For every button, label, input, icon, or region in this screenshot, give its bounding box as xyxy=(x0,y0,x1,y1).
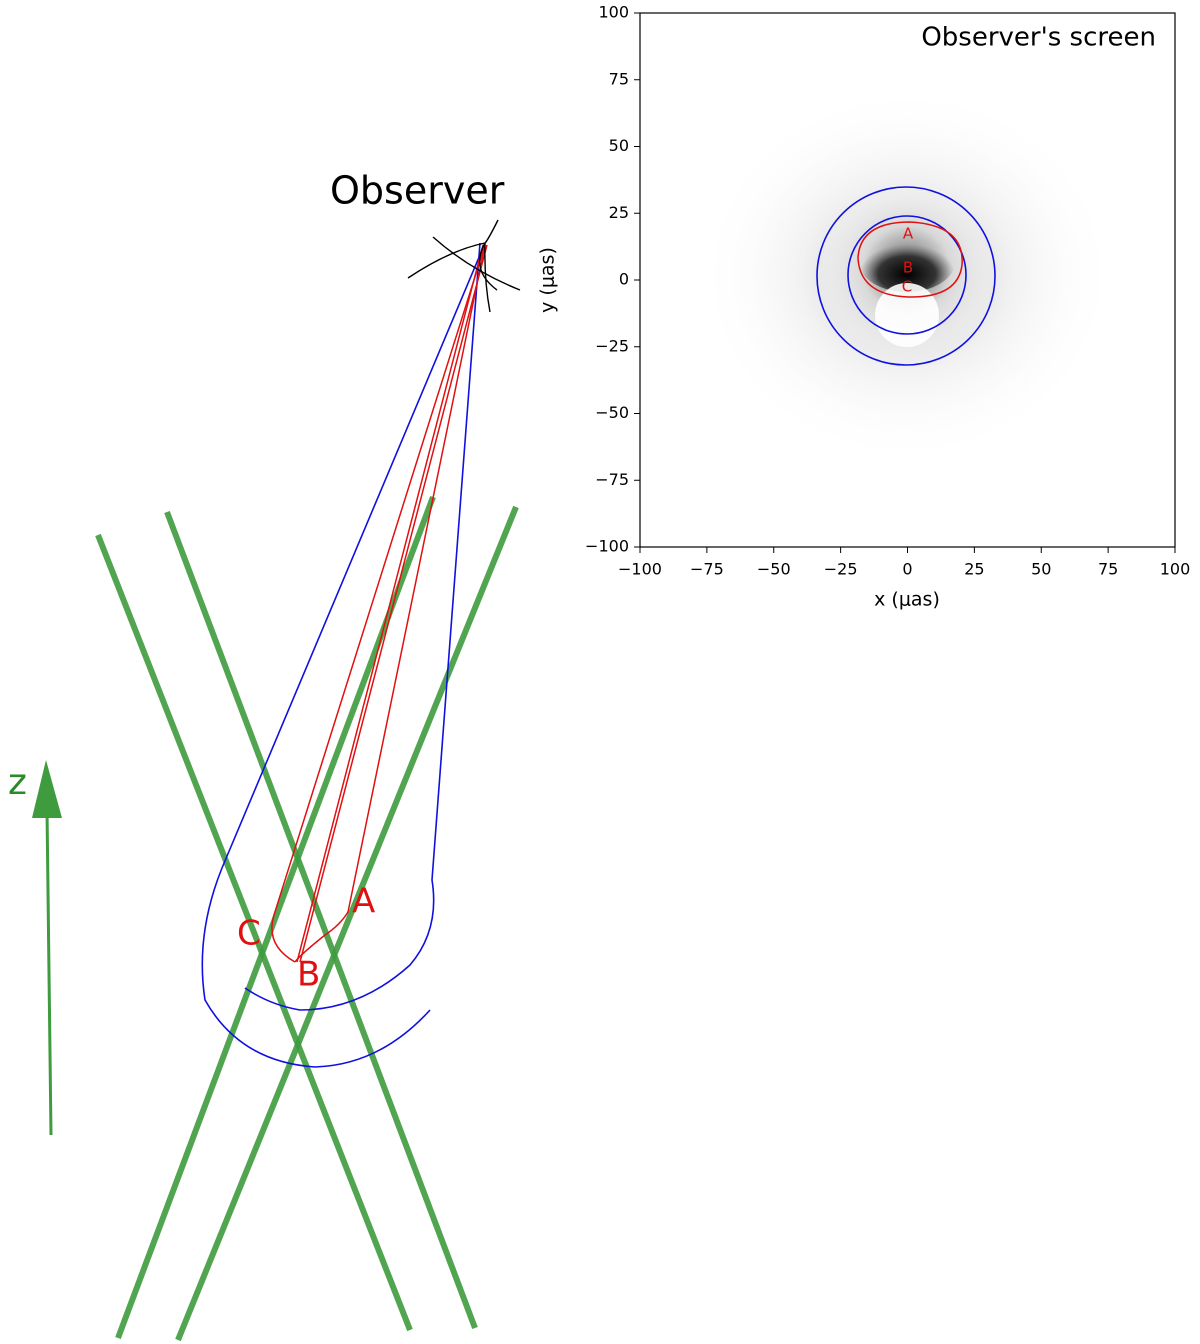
y-tick-label: −25 xyxy=(595,336,629,355)
y-tick-label: 25 xyxy=(609,203,629,222)
y-tick-label: 100 xyxy=(598,3,629,22)
chart-title: Observer's screen xyxy=(921,23,1156,53)
jet-line xyxy=(115,495,436,1340)
observer-eye xyxy=(407,219,521,313)
y-tick-label: 0 xyxy=(619,270,629,289)
y-tick-label: −100 xyxy=(585,537,629,556)
y-axis-label: y (μas) xyxy=(537,247,559,313)
screen-label: C xyxy=(902,278,912,296)
blue-ray xyxy=(244,242,481,1011)
blue-ray xyxy=(201,242,486,1068)
z-label: z xyxy=(8,762,27,803)
observer-label: Observer xyxy=(330,169,505,213)
jet-line xyxy=(164,510,478,1330)
x-tick-label: −50 xyxy=(757,560,791,579)
x-tick-label: 0 xyxy=(902,560,912,579)
z-axis xyxy=(45,809,53,1136)
ray-label: C xyxy=(237,914,261,954)
ray-label: B xyxy=(297,955,320,995)
screen-image xyxy=(697,85,1117,465)
red-ray xyxy=(296,244,484,963)
red-ray xyxy=(271,244,486,963)
x-tick-label: −25 xyxy=(824,560,858,579)
x-tick-label: 50 xyxy=(1031,560,1051,579)
jet-lines xyxy=(95,495,519,1342)
red-ray xyxy=(294,244,486,963)
x-tick-label: −75 xyxy=(690,560,724,579)
x-tick-label: −100 xyxy=(618,560,662,579)
z-arrowhead xyxy=(32,760,62,818)
y-tick-label: 75 xyxy=(609,69,629,88)
x-tick-label: 75 xyxy=(1098,560,1118,579)
x-tick-label: 25 xyxy=(964,560,984,579)
screen-label: B xyxy=(903,259,913,277)
ray-label: A xyxy=(352,882,375,922)
screen-label: A xyxy=(903,225,914,243)
x-axis-label: x (μas) xyxy=(874,589,940,611)
jet-line xyxy=(175,505,519,1342)
red-rays xyxy=(271,244,488,963)
x-tick-label: 100 xyxy=(1160,560,1191,579)
y-tick-label: −75 xyxy=(595,470,629,489)
red-ray xyxy=(299,244,488,963)
jet-line xyxy=(95,533,413,1332)
y-tick-label: 50 xyxy=(609,136,629,155)
y-tick-label: −50 xyxy=(595,403,629,422)
blue-rays xyxy=(201,242,486,1068)
